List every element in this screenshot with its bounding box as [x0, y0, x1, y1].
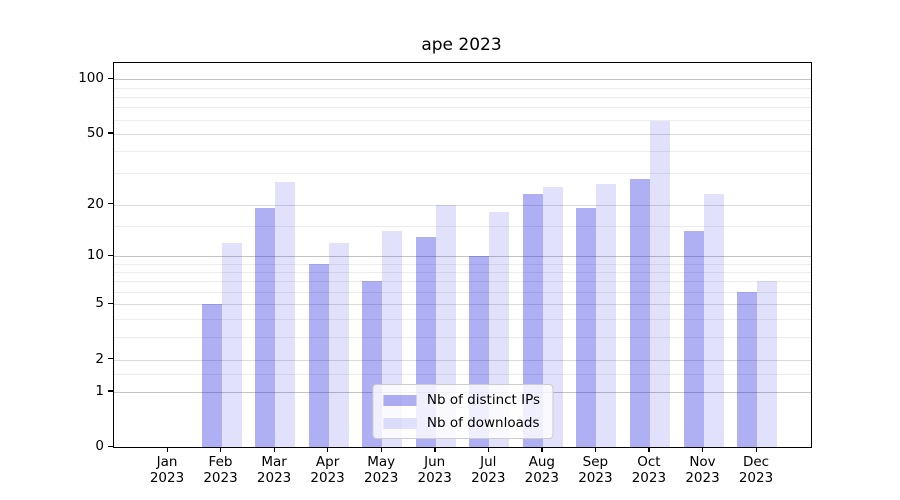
y-tick-mark [108, 132, 113, 134]
gridline [114, 173, 811, 175]
y-tick-mark [108, 390, 113, 392]
gridline [114, 226, 811, 228]
x-tick-label: Jul 2023 [471, 454, 506, 486]
plot-area: Nb of distinct IPs Nb of downloads [113, 62, 812, 448]
x-tick-mark [434, 447, 436, 452]
x-tick-mark [166, 447, 168, 452]
gridline [114, 204, 811, 206]
x-tick-label: Jan 2023 [149, 454, 185, 486]
x-tick-label: Oct 2023 [631, 454, 667, 486]
gridline [114, 374, 811, 375]
legend-swatch-icon [382, 394, 416, 406]
x-tick-mark [487, 447, 490, 452]
legend: Nb of distinct IPs Nb of downloads [371, 384, 554, 439]
y-tick-label: 20 [86, 195, 104, 212]
gridline [114, 359, 811, 361]
x-tick-mark [273, 447, 275, 452]
gridline [114, 318, 811, 320]
bar-ips-dec [737, 292, 757, 447]
legend-item: Nb of downloads [382, 415, 540, 431]
gridline [114, 96, 811, 98]
bar-ips-apr [308, 263, 329, 447]
bar-ips-nov [683, 231, 704, 447]
y-tick-label: 1 [95, 382, 104, 399]
gridline [114, 119, 811, 121]
x-tick-mark [648, 447, 650, 452]
y-tick-mark [108, 302, 113, 305]
x-tick-label: Mar 2023 [256, 454, 292, 486]
x-tick-label: Jun 2023 [417, 454, 452, 486]
bar-downloads-dec [757, 281, 777, 447]
y-tick-label: 10 [86, 247, 104, 263]
x-tick-mark [594, 447, 597, 452]
bar-ips-feb [201, 304, 222, 447]
x-tick-label: Dec 2023 [738, 454, 774, 486]
x-tick-label: Feb 2023 [203, 454, 238, 486]
x-tick-label: Nov 2023 [685, 454, 720, 486]
y-tick-label: 50 [86, 124, 104, 141]
y-tick-mark [108, 254, 113, 256]
bar-downloads-sep [596, 184, 617, 447]
gridline [114, 87, 811, 89]
bar-downloads-oct [649, 120, 670, 447]
gridline [114, 256, 811, 257]
bar-downloads-apr [328, 242, 349, 447]
bar-downloads-mar [275, 181, 296, 447]
bar-downloads-nov [703, 193, 724, 447]
gridline [114, 263, 811, 265]
legend-label: Nb of distinct IPs [426, 392, 541, 408]
y-tick-label: 5 [95, 295, 104, 312]
x-tick-mark [220, 447, 222, 452]
x-tick-mark [380, 447, 383, 452]
gridline [114, 272, 811, 273]
y-tick-mark [108, 77, 113, 80]
legend-item: Nb of distinct IPs [382, 392, 541, 408]
bar-ips-aug [522, 193, 543, 447]
x-tick-label: Sep 2023 [578, 454, 613, 486]
legend-swatch-icon [382, 417, 416, 429]
gridline [114, 133, 811, 135]
x-tick-mark [702, 447, 704, 452]
bar-ips-mar [255, 208, 276, 447]
gridline [114, 281, 811, 283]
x-tick-mark [541, 447, 543, 452]
gridline [114, 107, 811, 109]
x-tick-mark [755, 447, 757, 452]
bar-downloads-aug [542, 187, 563, 447]
bar-ips-oct [629, 178, 650, 447]
bar-ips-sep [576, 208, 597, 447]
gridline [114, 79, 811, 81]
y-tick-label: 100 [78, 70, 104, 87]
x-tick-label: May 2023 [364, 454, 399, 486]
y-tick-label: 2 [95, 350, 104, 367]
y-tick-mark [108, 445, 113, 447]
legend-label: Nb of downloads [426, 415, 540, 431]
gridline [114, 336, 811, 338]
y-tick-label: 0 [95, 438, 104, 454]
gridline [114, 304, 811, 306]
gridline [114, 292, 811, 293]
y-tick-mark [108, 203, 113, 205]
y-tick-mark [108, 358, 113, 360]
gridline [114, 151, 811, 153]
x-tick-label: Apr 2023 [310, 454, 345, 486]
x-tick-mark [327, 447, 329, 452]
chart-title: ape 2023 [421, 35, 502, 55]
bar-downloads-feb [221, 242, 242, 447]
x-tick-label: Aug 2023 [524, 454, 559, 486]
